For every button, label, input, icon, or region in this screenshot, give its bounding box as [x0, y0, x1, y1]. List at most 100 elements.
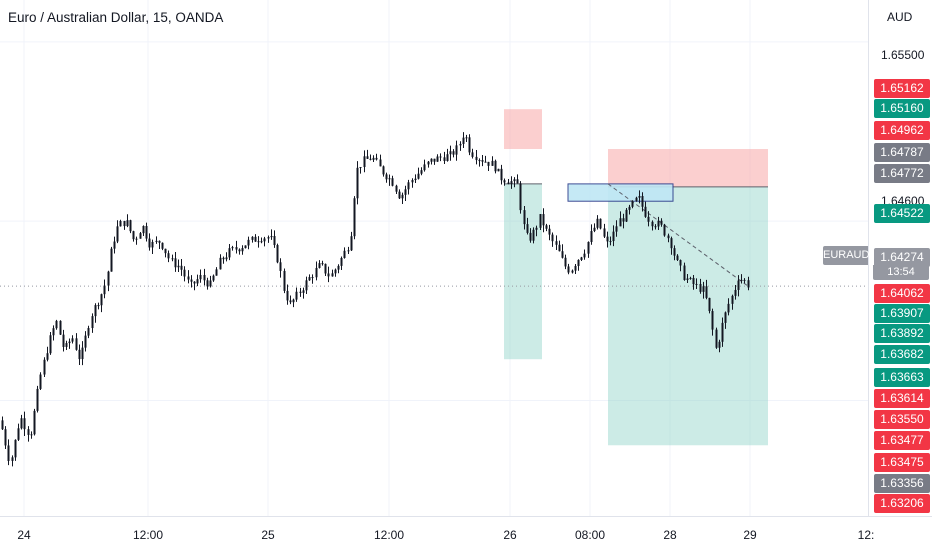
candle-body — [343, 250, 346, 258]
candle-body — [449, 151, 452, 155]
candle-body — [631, 200, 634, 207]
time-axis[interactable]: 24 12:00 25 12:00 26 08:00 28 29 12: — [0, 516, 932, 551]
price-badge: 1.64787 — [874, 143, 930, 162]
candle-body — [395, 185, 398, 192]
candle-body — [263, 238, 266, 242]
candle-body — [334, 269, 337, 274]
candle-body — [7, 445, 10, 461]
candle-body — [158, 240, 161, 243]
candle-body — [107, 271, 110, 286]
candle-body — [308, 277, 311, 281]
price-scale[interactable]: AUD 1.65500 1.64600 1.65162 1.65160 1.6496… — [868, 0, 932, 516]
candle-body — [340, 257, 343, 266]
chart-pane[interactable]: Euro / Australian Dollar, 15, OANDA — [0, 0, 868, 516]
candle-body — [292, 299, 295, 303]
candle-body — [350, 236, 353, 251]
candle-body — [84, 335, 87, 348]
candle-body — [548, 228, 551, 235]
time-tick: 26 — [503, 528, 517, 542]
candle-body — [459, 143, 462, 146]
candle-body — [462, 137, 465, 144]
candle-body — [596, 218, 599, 228]
candle-body — [36, 388, 39, 411]
candle-body — [148, 238, 151, 248]
price-chart[interactable] — [0, 0, 868, 516]
candle-body — [702, 286, 705, 292]
candle-body — [103, 285, 106, 295]
candle-body — [478, 160, 481, 162]
candle-body — [676, 255, 679, 261]
candle-body — [382, 166, 385, 175]
candle-body — [535, 227, 538, 230]
candle-body — [219, 257, 222, 270]
candle-body — [273, 236, 276, 246]
candle-body — [372, 157, 375, 160]
price-badge: 1.63907 — [874, 304, 930, 323]
candle-body — [612, 231, 615, 242]
candle-body — [123, 220, 126, 227]
candle-body — [97, 305, 100, 307]
candle-body — [321, 263, 324, 265]
candle-body — [129, 220, 132, 232]
candle-body — [17, 428, 20, 440]
candle-body — [305, 280, 308, 291]
candle-body — [497, 168, 500, 172]
candle-body — [238, 249, 241, 252]
candle-body — [737, 280, 740, 290]
candle-body — [267, 237, 270, 239]
candle-body — [670, 238, 673, 249]
bar-countdown: 13:54 — [873, 265, 929, 280]
candle-body — [593, 227, 596, 232]
candle-body — [139, 233, 142, 239]
candle-body — [443, 157, 446, 162]
candle-body — [4, 429, 7, 446]
candle-body — [587, 241, 590, 254]
candle-body — [177, 265, 180, 268]
candle-body — [270, 236, 273, 238]
candle-body — [692, 277, 695, 285]
candle-body — [209, 280, 212, 287]
short-position-2-target-zone — [608, 186, 768, 446]
candle-body — [603, 228, 606, 237]
candle-body — [398, 191, 401, 199]
candle-body — [215, 269, 218, 276]
candle-body — [468, 137, 471, 153]
candle-body — [356, 167, 359, 199]
candle-body — [401, 194, 404, 199]
candle-body — [183, 269, 186, 277]
candle-body — [62, 334, 65, 347]
candle-body — [231, 247, 234, 249]
candle-body — [196, 279, 199, 284]
candle-body — [427, 161, 430, 165]
candle-body — [699, 283, 702, 292]
candle-body — [126, 220, 129, 227]
short-position-1-stop-zone — [504, 109, 542, 150]
short-position-2-stop-zone — [608, 149, 768, 187]
candle-body — [622, 218, 625, 222]
candle-body — [471, 152, 474, 157]
candle-body — [14, 439, 17, 458]
candle-body — [430, 158, 433, 162]
candle-body — [71, 338, 74, 342]
candle-body — [247, 239, 250, 246]
candle-body — [446, 154, 449, 162]
candle-body — [187, 276, 190, 280]
candle-body — [411, 180, 414, 183]
candle-body — [299, 291, 302, 293]
candle-body — [379, 159, 382, 167]
candle-body — [212, 275, 215, 281]
candle-body — [222, 257, 225, 260]
candle-body — [484, 161, 487, 163]
candle-body — [135, 238, 138, 240]
candle-body — [353, 198, 356, 237]
candle-body — [679, 260, 682, 266]
candle-body — [740, 279, 743, 281]
candle-body — [567, 266, 570, 273]
candle-body — [113, 241, 116, 249]
chart-title[interactable]: Euro / Australian Dollar, 15, OANDA — [8, 10, 224, 25]
candle-body — [87, 328, 90, 336]
time-tick: 12:00 — [373, 528, 405, 542]
candle-body — [91, 316, 94, 329]
candle-body — [651, 221, 654, 227]
candle-body — [311, 277, 314, 279]
